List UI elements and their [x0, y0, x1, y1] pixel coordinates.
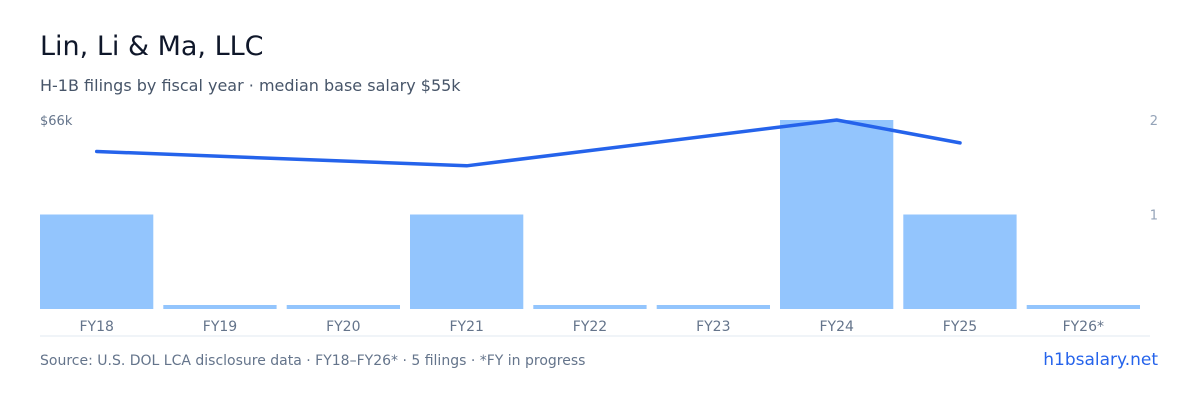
page-title: Lin, Li & Ma, LLC	[40, 31, 264, 62]
bar-FY19	[163, 305, 277, 309]
brand-link[interactable]: h1bsalary.net	[1043, 350, 1158, 370]
x-tick-label: FY24	[819, 319, 854, 335]
bar-FY23	[656, 305, 770, 309]
salary-line	[94, 118, 962, 168]
x-tick-label: FY18	[79, 319, 113, 335]
x-tick-label: FY22	[573, 319, 607, 335]
x-tick-label: FY25	[943, 319, 977, 335]
page-subtitle: H-1B filings by fiscal year · median bas…	[40, 76, 461, 95]
bar-FY22	[533, 305, 647, 309]
bar-FY18	[40, 214, 154, 309]
x-tick-label: FY20	[326, 319, 360, 335]
x-tick-label: FY23	[696, 319, 730, 335]
source-note: Source: U.S. DOL LCA disclosure data · F…	[40, 353, 586, 369]
right-axis-tick-label: 2	[1150, 114, 1158, 129]
left-axis-tick-label: $66k	[40, 114, 73, 129]
right-axis-tick-label: 1	[1150, 209, 1158, 224]
bar-FY24	[780, 120, 894, 309]
bar-FY25	[903, 214, 1017, 309]
bar-FY21	[410, 214, 524, 309]
bar-FY26	[1026, 305, 1140, 309]
bar-FY20	[286, 305, 400, 309]
x-tick-label: FY19	[203, 319, 237, 335]
x-tick-label: FY21	[449, 319, 483, 335]
x-tick-label: FY26*	[1063, 319, 1104, 335]
